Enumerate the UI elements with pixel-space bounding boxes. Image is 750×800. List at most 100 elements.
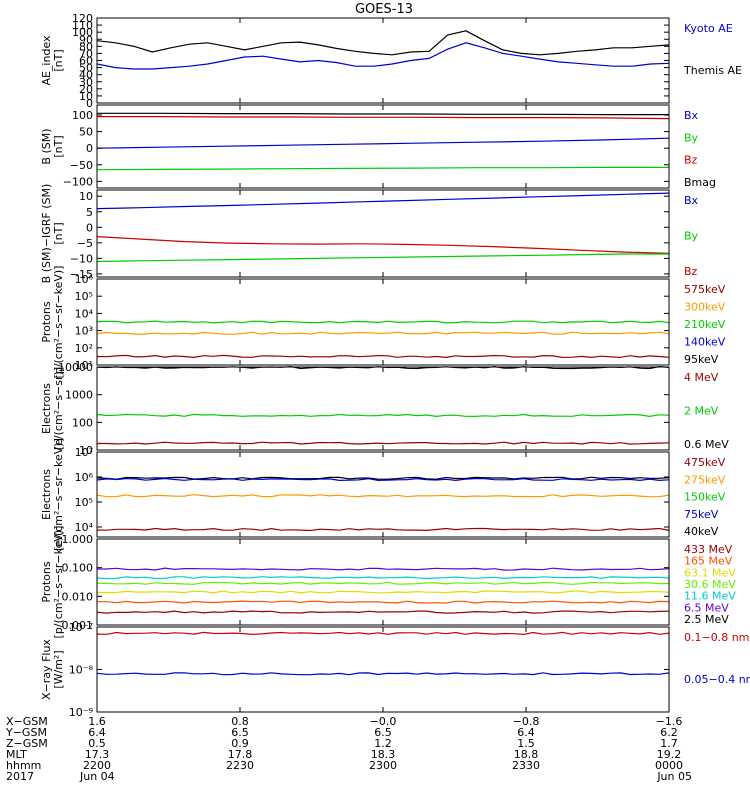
panel-xray: 10⁻⁹ 10⁻⁸ 10⁻⁷ X−ray Flux [W/m²] 0.1−0.8 nm 0.…	[40, 621, 750, 719]
y-tick-label: 10	[79, 444, 93, 457]
legend-entry: 150keV	[684, 491, 726, 504]
panel-frame	[96, 626, 670, 713]
y-tick-label: 0	[86, 142, 93, 155]
y-tick-label: −50	[70, 159, 93, 172]
panel-electrons_diff: 10⁴ 10⁵ 10⁶ 10⁷ Electrons [e/(cm²−s−sr−keV)] 4…	[40, 438, 726, 551]
orbit-value: 6.5	[374, 726, 392, 739]
y-tick-label: 20	[79, 83, 93, 96]
y-tick-label: 10⁴	[75, 521, 94, 534]
orbit-row-label: 2017	[6, 770, 34, 783]
y-axis-label: [nT]	[52, 135, 65, 157]
y-axis-label: [e/(cm²−s−sr−keV)]	[52, 438, 65, 551]
panel-bsm: −100 −50 0 50 100 B (SM) [nT] Bx By Bz Bmag	[40, 104, 716, 189]
y-tick-label: 10¹	[75, 359, 93, 372]
y-tick-label: 100	[72, 26, 93, 39]
series-bsm-2	[96, 137, 670, 149]
y-axis-label: Electrons	[40, 469, 53, 520]
y-tick-label: 10⁶	[75, 471, 94, 484]
y-axis-label: B (SM)	[40, 128, 53, 164]
y-tick-label: −100	[63, 175, 93, 188]
orbit-value: 18.8	[514, 748, 539, 761]
series-bigrf-2	[96, 253, 669, 263]
orbit-value: −1.6	[656, 715, 683, 728]
legend-entry: Bx	[684, 194, 699, 207]
y-tick-label: 1000	[65, 389, 93, 402]
orbit-value: 0.9	[231, 737, 249, 750]
legend-entry: 30.6 MeV	[684, 578, 736, 591]
legend-entry: 475keV	[684, 456, 726, 469]
legend-entry: Themis AE	[683, 64, 742, 77]
y-axis-label: Protons	[40, 301, 53, 342]
orbit-row-label: X−GSM	[6, 715, 48, 728]
y-axis-label: B (SM)−IGRF (SM)	[40, 184, 53, 284]
orbit-row-label: Z−GSM	[6, 737, 48, 750]
orbit-value: 18.3	[371, 748, 396, 761]
orbit-value: 19.2	[657, 748, 682, 761]
y-axis-label: [W/m²]	[52, 650, 65, 688]
y-axis-label: Protons	[40, 561, 53, 602]
legend-entry: Bz	[684, 154, 698, 167]
y-tick-label: 10⁴	[75, 307, 94, 320]
series-protons_high-5	[96, 610, 670, 614]
series-bsm-3	[96, 166, 669, 171]
y-tick-label: 10	[79, 90, 93, 103]
legend-entry: 433 MeV	[684, 543, 733, 556]
orbit-value: 0.8	[231, 715, 249, 728]
y-tick-label: 0.100	[62, 562, 94, 575]
y-tick-label: 70	[79, 47, 93, 60]
y-tick-label: 10⁶	[75, 273, 94, 286]
series-electrons_int-2	[97, 441, 670, 445]
orbit-value: 6.4	[517, 726, 535, 739]
panel-frame	[96, 17, 670, 104]
y-tick-label: 10⁵	[75, 496, 93, 509]
legend-entry: 4 MeV	[684, 371, 719, 384]
y-axis-label: X−ray Flux	[40, 639, 53, 700]
orbit-value: 6.5	[231, 726, 249, 739]
orbit-row-label: Y−GSM	[5, 726, 47, 739]
series-ae-1	[96, 42, 670, 70]
orbit-value: 0.5	[88, 737, 106, 750]
y-tick-label: 80	[79, 40, 93, 53]
series-xray-1	[96, 672, 670, 676]
legend-entry: 575keV	[684, 283, 726, 296]
orbit-value: 17.3	[85, 748, 110, 761]
orbit-row-label: hhmm	[6, 759, 41, 772]
series-protons_low-0	[96, 320, 670, 324]
y-tick-label: 10⁻⁸	[69, 664, 94, 677]
series-xray-0	[96, 631, 670, 636]
legend-entry: 0.1−0.8 nm	[684, 631, 749, 644]
legend-entry: 2 MeV	[684, 405, 719, 418]
orbit-value: −0.8	[513, 715, 540, 728]
y-tick-label: 50	[79, 62, 93, 75]
series-protons_high-1	[96, 576, 670, 580]
panel-electrons_int: 10 100 1000 10000 Electrons [e/(cm²−s−sr)] 4 M…	[40, 361, 729, 457]
y-axis-label: [p/(cm²−s−sr−keV)]	[52, 526, 65, 639]
legend-entry: Bz	[684, 265, 698, 278]
orbit-value: 2330	[512, 759, 540, 772]
orbit-value: 1.7	[660, 737, 678, 750]
panel-frame	[96, 189, 670, 278]
series-electrons_diff-3	[96, 527, 670, 532]
orbit-value: 1.6	[88, 715, 106, 728]
series-bigrf-0	[96, 192, 670, 210]
legend-entry: 95keV	[684, 353, 719, 366]
y-tick-label: 50	[79, 126, 93, 139]
y-tick-label: 10⁵	[75, 290, 93, 303]
y-axis-label: [e/(cm²−s−sr)]	[52, 367, 65, 450]
legend-entry: Bmag	[684, 176, 716, 189]
series-protons_low-1	[96, 331, 670, 335]
y-tick-label: 10³	[75, 325, 93, 338]
legend-entry: 6.5 MeV	[684, 601, 729, 614]
orbit-value: Jun 04	[79, 770, 115, 783]
y-tick-label: 0.001	[62, 619, 94, 632]
orbit-value: 1.2	[374, 737, 392, 750]
y-tick-label: 110	[72, 19, 93, 32]
orbit-row-label: MLT	[6, 748, 27, 761]
series-protons_low-2	[96, 354, 670, 359]
panel-frame	[96, 366, 670, 451]
y-axis-label: [nT]	[52, 222, 65, 244]
y-axis-label: AE_index	[40, 35, 53, 86]
